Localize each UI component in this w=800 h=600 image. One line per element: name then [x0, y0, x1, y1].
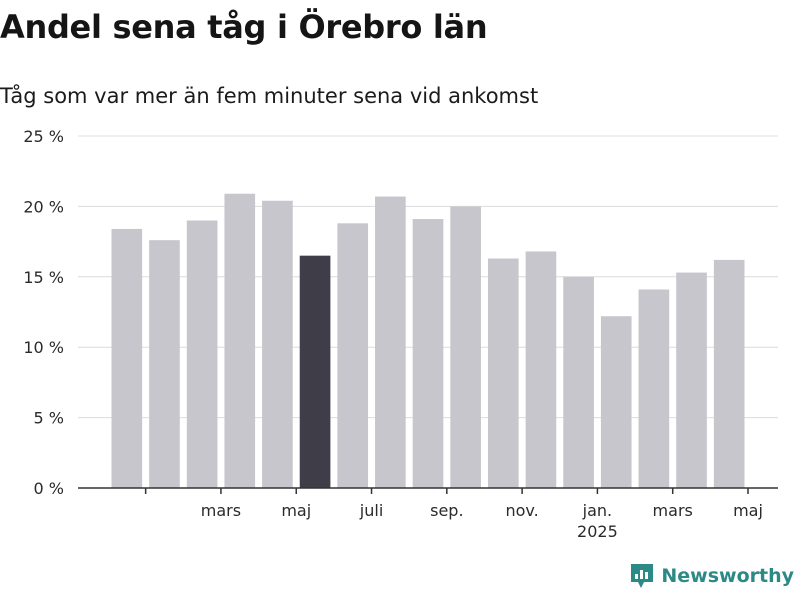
bar-2024-02: [149, 240, 180, 488]
bar-2025-04: [676, 272, 707, 488]
x-tick-label: maj: [733, 501, 763, 520]
y-tick-label: 15 %: [23, 268, 64, 287]
y-tick-label: 5 %: [34, 409, 64, 428]
bar-2024-06: [299, 255, 331, 488]
brand-name: Newsworthy: [661, 565, 794, 587]
chart-subtitle: Tåg som var mer än fem minuter sena vid …: [0, 84, 539, 108]
bar-2024-08: [375, 196, 406, 488]
x-tick-year-label: 2025: [577, 522, 618, 541]
x-tick-label: mars: [653, 501, 693, 520]
newsworthy-logo-icon: [631, 564, 654, 588]
x-tick-label: mars: [201, 501, 241, 520]
bar-2024-01: [111, 228, 143, 489]
y-tick-label: 0 %: [34, 479, 64, 498]
y-tick-label: 25 %: [23, 127, 64, 146]
bar-2024-07: [337, 223, 369, 488]
bar-2025-02: [600, 316, 632, 488]
x-tick-label: jan.: [582, 501, 612, 520]
x-tick-label: nov.: [505, 501, 538, 520]
brand-logo: Newsworthy: [629, 562, 794, 590]
y-tick-label: 10 %: [23, 338, 64, 357]
bar-2025-01: [563, 276, 594, 488]
bars: [111, 193, 745, 489]
x-tick-label: juli: [359, 501, 383, 520]
x-tick-label: sep.: [430, 501, 463, 520]
y-tick-label: 20 %: [23, 197, 64, 216]
bar-2024-11: [487, 258, 519, 488]
bar-2024-12: [525, 251, 557, 488]
x-tick-label: maj: [281, 501, 311, 520]
y-axis-labels: 0 % 5 % 10 % 15 % 20 % 25 %: [23, 127, 64, 498]
x-axis: [78, 487, 778, 494]
bar-2024-03: [186, 220, 218, 489]
chart-title: Andel sena tåg i Örebro län: [0, 8, 488, 46]
bar-2024-09: [412, 219, 444, 488]
bar-2025-03: [638, 289, 670, 488]
bar-2024-04: [224, 193, 256, 488]
bar-2025-05: [713, 259, 745, 488]
x-axis-labels: mars maj juli sep. nov. jan. 2025 mars maj: [201, 501, 763, 541]
bar-2024-05: [262, 200, 293, 488]
bar-2024-10: [450, 206, 481, 488]
